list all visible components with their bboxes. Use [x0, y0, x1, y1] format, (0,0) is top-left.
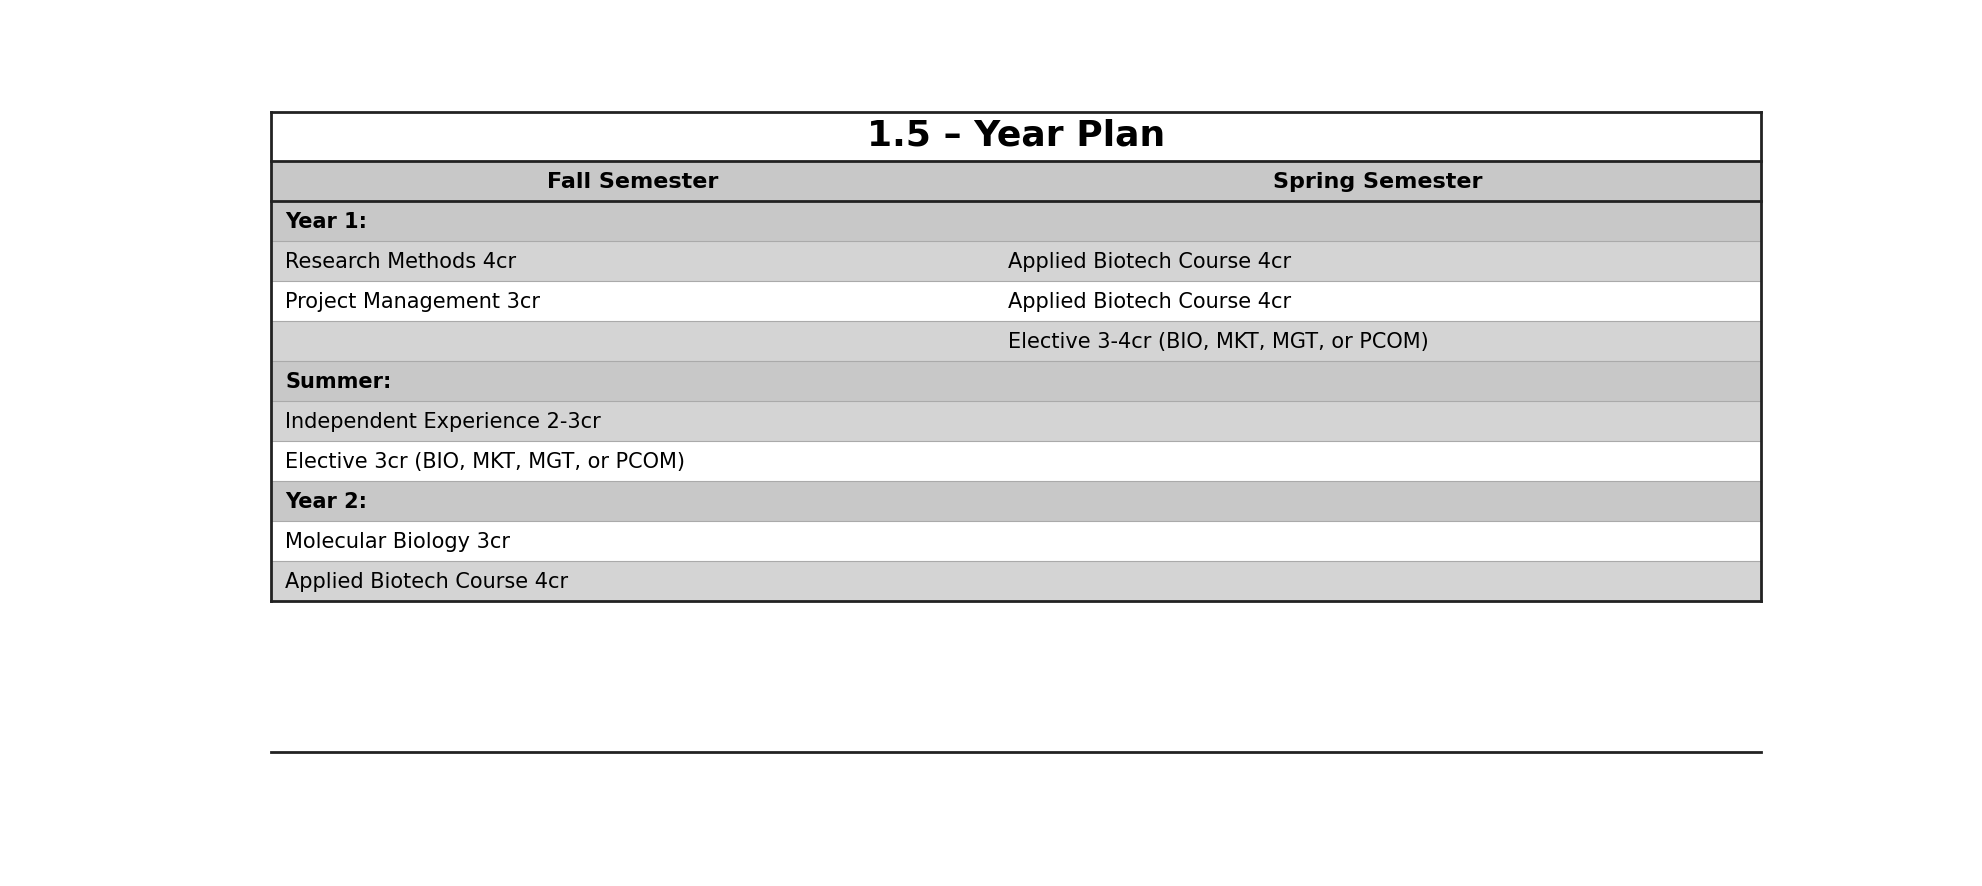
Bar — [272, 401, 1760, 441]
Bar — [272, 361, 1760, 401]
Text: Spring Semester: Spring Semester — [1272, 172, 1483, 191]
Text: Fall Semester: Fall Semester — [547, 172, 717, 191]
Bar — [272, 242, 1760, 282]
Text: Applied Biotech Course 4cr: Applied Biotech Course 4cr — [1007, 252, 1290, 272]
Text: Year 2:: Year 2: — [285, 492, 367, 511]
Text: Elective 3cr (BIO, MKT, MGT, or PCOM): Elective 3cr (BIO, MKT, MGT, or PCOM) — [285, 452, 684, 471]
Bar — [272, 482, 1760, 522]
Bar — [272, 322, 1760, 361]
Bar — [272, 441, 1760, 482]
Bar — [272, 202, 1760, 242]
Bar — [272, 522, 1760, 562]
Text: Applied Biotech Course 4cr: Applied Biotech Course 4cr — [285, 571, 569, 592]
Bar — [272, 282, 1760, 322]
Text: Year 1:: Year 1: — [285, 212, 367, 231]
Text: Molecular Biology 3cr: Molecular Biology 3cr — [285, 532, 509, 552]
Text: Elective 3-4cr (BIO, MKT, MGT, or PCOM): Elective 3-4cr (BIO, MKT, MGT, or PCOM) — [1007, 331, 1427, 352]
Text: Research Methods 4cr: Research Methods 4cr — [285, 252, 515, 272]
Bar — [272, 162, 1760, 202]
Text: Applied Biotech Course 4cr: Applied Biotech Course 4cr — [1007, 291, 1290, 312]
Text: Project Management 3cr: Project Management 3cr — [285, 291, 539, 312]
Text: Independent Experience 2-3cr: Independent Experience 2-3cr — [285, 412, 601, 431]
Bar — [272, 562, 1760, 602]
Text: Summer:: Summer: — [285, 372, 390, 392]
Text: 1.5 – Year Plan: 1.5 – Year Plan — [866, 119, 1165, 152]
